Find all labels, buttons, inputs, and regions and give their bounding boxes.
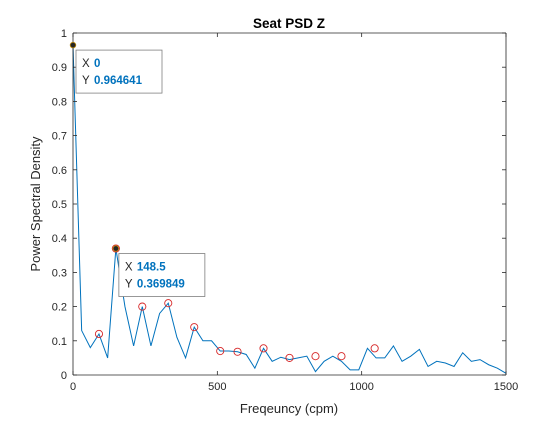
datatip-anchor-dot bbox=[113, 246, 119, 252]
x-tick-label: 1500 bbox=[494, 381, 518, 393]
y-tick-label: 0.1 bbox=[52, 336, 67, 348]
x-tick-label: 0 bbox=[70, 381, 76, 393]
x-tick-label: 500 bbox=[208, 381, 226, 393]
datatip[interactable]: X 148.5 Y 0.369849 bbox=[113, 246, 205, 297]
x-axis-label: Freqeuncy (cpm) bbox=[240, 401, 338, 416]
datatip-y-label: Y bbox=[82, 75, 90, 87]
y-tick-label: 0.7 bbox=[52, 131, 67, 143]
datatip-x-label: X bbox=[125, 262, 133, 274]
y-tick-label: 0 bbox=[61, 370, 67, 382]
y-axis-label: Power Spectral Density bbox=[28, 136, 43, 272]
y-tick-label: 0.3 bbox=[52, 267, 67, 279]
y-tick-label: 1 bbox=[61, 28, 67, 40]
datatip-anchor-dot bbox=[70, 42, 76, 48]
y-tick-label: 0.8 bbox=[52, 96, 67, 108]
y-tick-label: 0.9 bbox=[52, 62, 67, 74]
y-tick-label: 0.2 bbox=[52, 302, 67, 314]
x-tick-label: 1000 bbox=[349, 381, 373, 393]
datatip-y-label: Y bbox=[125, 279, 133, 291]
datatip-y-value: 0.964641 bbox=[94, 75, 143, 87]
datatip-x-value: 148.5 bbox=[137, 262, 166, 274]
datatip-y-value: 0.369849 bbox=[137, 279, 185, 291]
y-tick-label: 0.5 bbox=[52, 199, 67, 211]
datatip-x-value: 0 bbox=[94, 58, 100, 70]
datatip-x-label: X bbox=[82, 58, 90, 70]
y-tick-label: 0.6 bbox=[52, 165, 67, 177]
y-tick-label: 0.4 bbox=[52, 233, 67, 245]
chart-title: Seat PSD Z bbox=[253, 16, 325, 31]
